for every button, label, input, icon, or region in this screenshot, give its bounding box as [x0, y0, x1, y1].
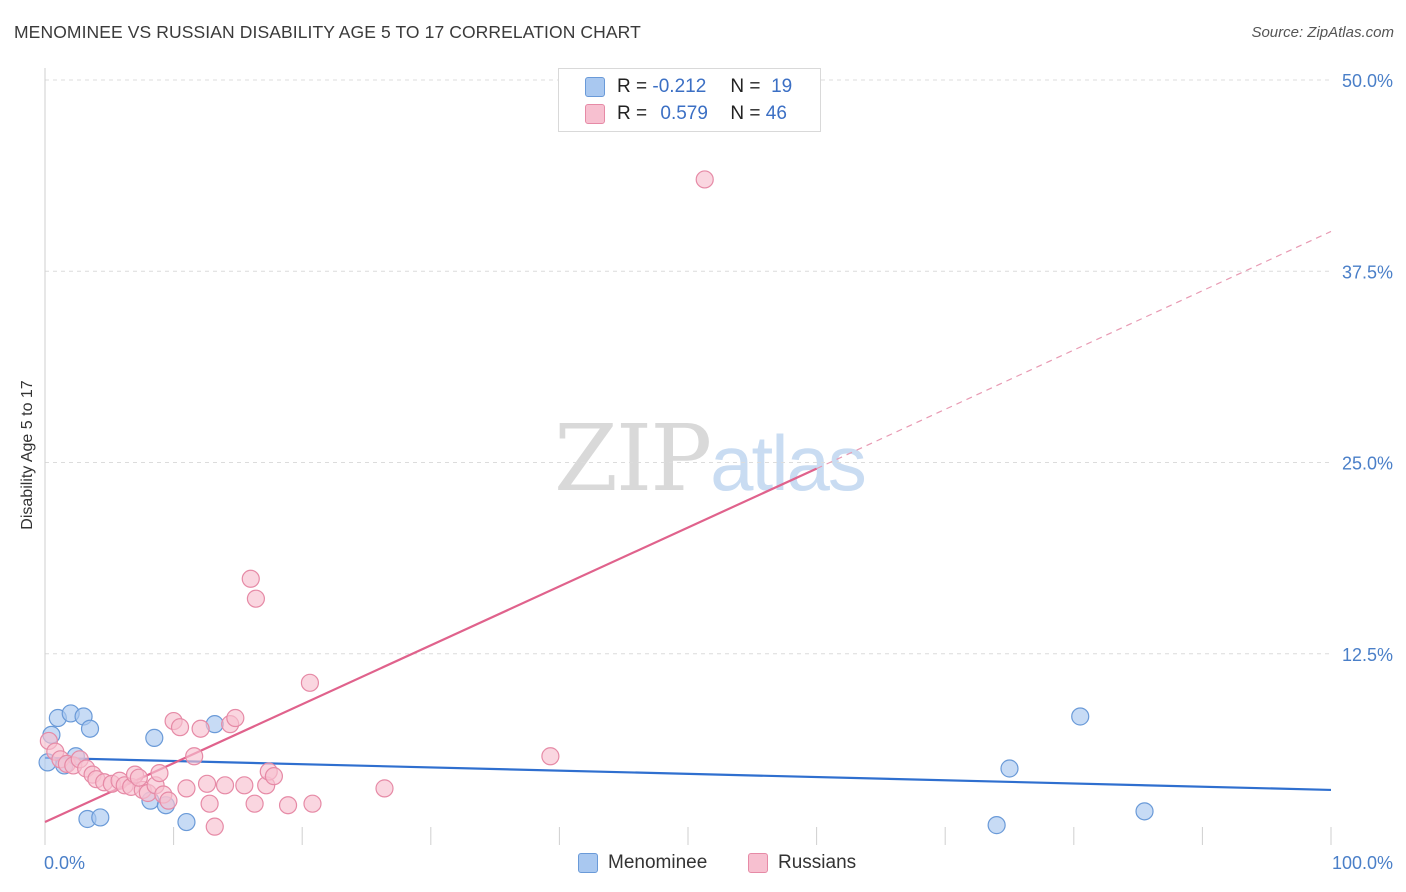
russians-point	[235, 776, 254, 795]
y-tick-label: 12.5%	[1342, 645, 1393, 665]
russians-point	[300, 673, 320, 692]
trend-lines	[44, 230, 1332, 824]
grid-lines	[45, 79, 1331, 655]
russians-point	[159, 791, 178, 810]
x-tick-label: 100.0%	[1332, 853, 1393, 873]
russians-point	[695, 170, 714, 189]
series-legend: Menominee Russians	[0, 852, 1406, 876]
correlation-legend: R = -0.212 N = 19 R = 0.579 N = 46	[558, 68, 821, 132]
source-label: Source: ZipAtlas.com	[1251, 24, 1394, 41]
series-swatch-menominee	[578, 853, 598, 873]
series-legend-russians: Russians	[748, 852, 856, 874]
series-label-russians: Russians	[778, 852, 857, 873]
russians-trend-extension	[816, 230, 1332, 470]
russians-point	[177, 779, 196, 798]
russians-point	[245, 794, 264, 813]
series-label-menominee: Menominee	[608, 852, 708, 873]
menominee-point	[1135, 802, 1154, 821]
russians-trend-line	[44, 467, 818, 824]
russians-point	[200, 794, 219, 813]
legend-swatch-russians	[585, 104, 605, 124]
russians-point	[303, 794, 322, 813]
y-tick-label: 25.0%	[1342, 454, 1393, 474]
legend-n-value: 46	[765, 103, 787, 124]
russians-point	[215, 776, 235, 795]
russians-point	[375, 779, 394, 798]
russians-point	[150, 763, 169, 783]
russians-point	[241, 569, 260, 588]
legend-row-russians: R = 0.579 N = 46	[585, 101, 787, 127]
legend-row-menominee: R = -0.212 N = 19	[585, 74, 792, 100]
russians-point	[264, 767, 284, 786]
legend-r-label: R =	[617, 76, 648, 97]
chart-title: MENOMINEE VS RUSSIAN DISABILITY AGE 5 TO…	[14, 22, 641, 42]
watermark-zip: ZIP	[554, 405, 712, 512]
legend-n-label: N =	[730, 103, 761, 124]
x-tick-label: 0.0%	[44, 853, 85, 873]
menominee-point	[1000, 759, 1019, 778]
axes	[44, 68, 1332, 845]
tick-labels: 12.5% 25.0% 37.5% 50.0% 0.0% 100.0%	[44, 71, 1393, 873]
russians-point	[170, 718, 190, 737]
russians-point	[197, 774, 217, 793]
series-swatch-russians	[748, 853, 768, 873]
menominee-point	[1071, 707, 1090, 726]
menominee-trend-line	[44, 756, 1332, 792]
russians-point	[278, 796, 298, 815]
series-legend-menominee: Menominee	[578, 852, 707, 874]
russians-point	[246, 589, 266, 608]
menominee-point	[145, 728, 164, 748]
legend-n-value: 19	[771, 76, 793, 97]
russians-point	[205, 817, 224, 836]
menominee-point	[80, 719, 100, 738]
legend-r-value: -0.212	[652, 76, 707, 97]
menominee-point	[987, 816, 1006, 835]
data-points	[38, 170, 1154, 836]
legend-r-label: R =	[617, 103, 648, 124]
russians-point	[185, 747, 204, 766]
legend-r-value: 0.579	[660, 103, 708, 124]
legend-n-label: N =	[730, 76, 761, 97]
y-tick-label: 37.5%	[1342, 262, 1393, 282]
legend-swatch-menominee	[585, 77, 605, 97]
russians-point	[129, 768, 148, 787]
menominee-point	[177, 812, 196, 832]
menominee-point	[91, 808, 110, 827]
russians-point	[541, 747, 560, 766]
y-tick-label: 50.0%	[1342, 71, 1393, 91]
russians-point	[226, 708, 245, 728]
russians-point	[191, 719, 210, 738]
